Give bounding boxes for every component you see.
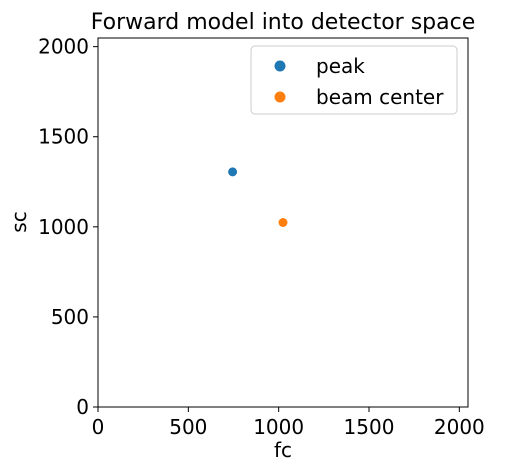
legend: peak beam center: [250, 45, 458, 115]
point-beam-center: [278, 218, 288, 227]
x-tick-label: 0: [92, 415, 105, 439]
x-tick-label: 500: [169, 415, 207, 439]
y-tick-label: 500: [51, 305, 89, 329]
y-axis-label: sc: [7, 211, 31, 232]
x-tick-label: 1000: [253, 415, 304, 439]
plot-area: [97, 37, 469, 408]
x-axis-label: fc: [274, 438, 292, 462]
legend-label-beam-center: beam center: [316, 85, 444, 109]
chart-title: Forward model into detector space: [91, 10, 476, 35]
data-points: [228, 167, 288, 227]
x-axis-ticks: 0 500 1000 1500 2000: [92, 407, 485, 439]
legend-marker-beam-center: [274, 91, 286, 103]
legend-box: [250, 45, 458, 115]
y-tick-label: 1000: [38, 215, 89, 239]
y-tick-label: 2000: [38, 35, 89, 59]
y-tick-label: 1500: [38, 125, 89, 149]
legend-label-peak: peak: [316, 54, 365, 78]
x-tick-label: 1500: [344, 415, 395, 439]
y-axis-ticks: 0 500 1000 1500 2000: [38, 35, 98, 419]
point-peak: [228, 167, 238, 177]
legend-marker-peak: [274, 60, 286, 72]
y-tick-label: 0: [76, 395, 89, 419]
x-tick-label: 2000: [434, 415, 485, 439]
